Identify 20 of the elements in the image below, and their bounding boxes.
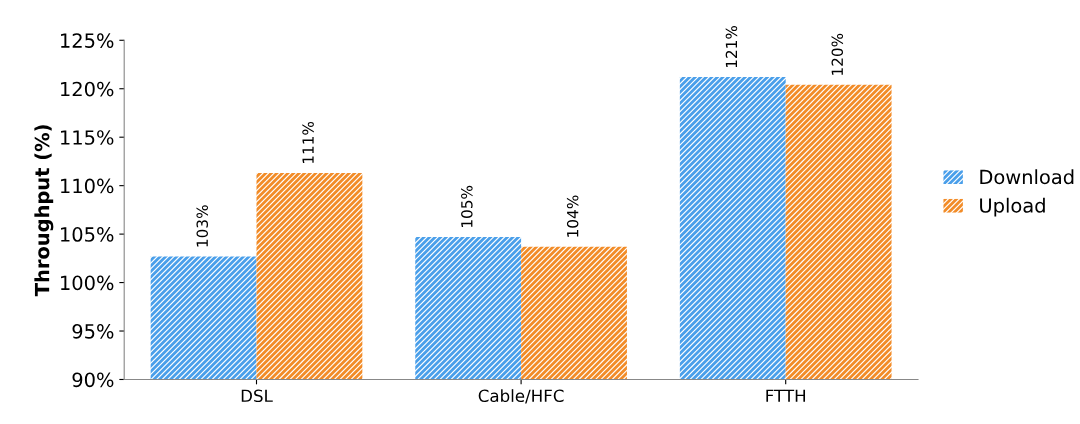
data-label: 105% [461,185,473,227]
data-label: 111% [302,121,314,164]
x-tick-label: DSL [241,389,273,403]
legend-label: Download [980,169,1074,185]
y-tick-label: 125% [61,33,114,48]
x-tick-label: FTTH [766,389,806,402]
y-tick-label: 100% [61,275,114,291]
y-tick-label: 110% [61,178,114,194]
y-tick-label: 95% [72,323,114,339]
y-tick-label: 120% [61,81,114,97]
y-tick-label: 115% [61,130,114,145]
data-label: 120% [831,33,844,75]
y-axis-title: Throughput (%) [34,125,54,297]
y-tick-label: 105% [61,227,114,242]
y-tick-label: 90% [72,372,114,388]
data-label: 121% [725,25,738,68]
x-tick-label: Cable/HFC [478,389,564,404]
data-label: 103% [196,205,209,247]
legend-label: Upload [980,197,1045,217]
data-label: 104% [566,195,579,237]
